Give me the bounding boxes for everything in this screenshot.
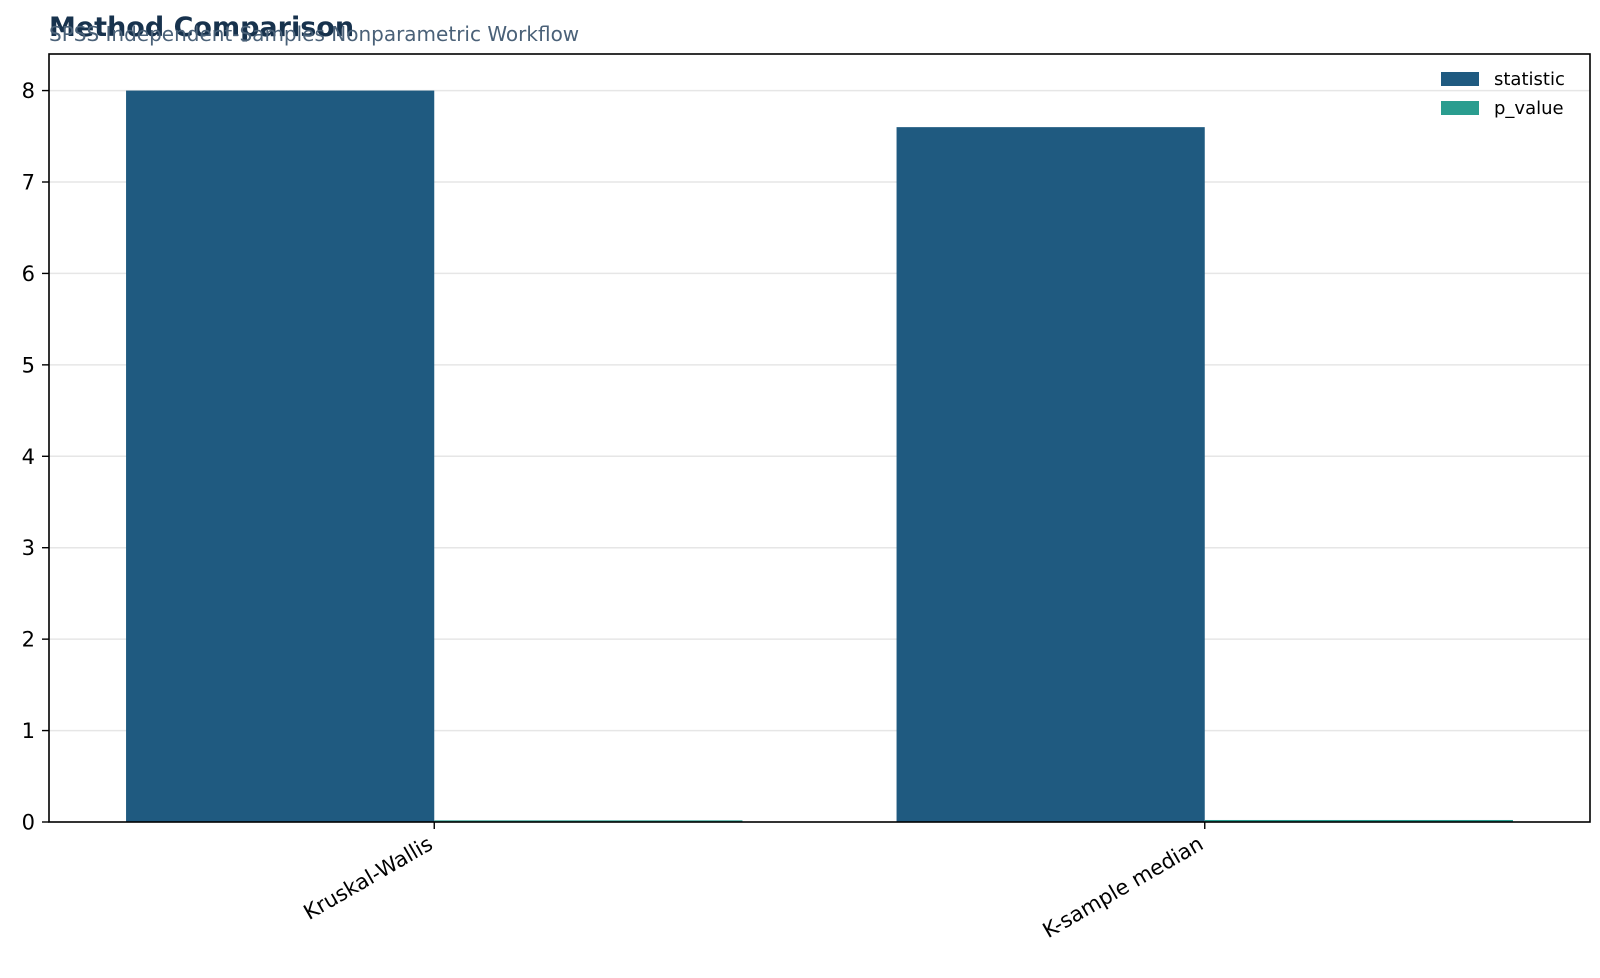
y-tick-label: 5: [22, 353, 35, 377]
chart-subtitle: SPSS Independent-Samples Nonparametric W…: [49, 22, 580, 46]
legend-swatch-p-value: [1441, 101, 1479, 115]
y-tick-label: 1: [22, 719, 35, 743]
legend-label: statistic: [1494, 69, 1565, 90]
legend: statistic p_value: [1441, 69, 1565, 119]
chart-title: Method Comparison: [49, 12, 355, 43]
legend-label: p_value: [1494, 98, 1564, 119]
legend-swatch-statistic: [1441, 72, 1479, 86]
x-tick-label: K-sample median: [1039, 832, 1208, 943]
y-tick-label: 0: [22, 811, 35, 835]
bar-statistic: [126, 90, 435, 823]
plot-frame: [48, 53, 1591, 823]
y-axis: 0 1 2 3 4 5 6 7 8: [22, 79, 49, 835]
bars: [126, 90, 1513, 823]
x-tick-label: Kruskal-Wallis: [300, 832, 437, 925]
bar-statistic: [896, 127, 1205, 822]
x-axis: Kruskal-Wallis K-sample median: [300, 822, 1208, 943]
y-tick-label: 7: [22, 171, 35, 195]
y-tick-label: 3: [22, 536, 35, 560]
y-tick-label: 8: [22, 79, 35, 103]
bar-p-value: [1204, 819, 1513, 822]
y-tick-label: 6: [22, 262, 35, 286]
y-tick-label: 2: [22, 628, 35, 652]
y-tick-label: 4: [22, 445, 35, 469]
bar-p-value: [434, 820, 743, 822]
